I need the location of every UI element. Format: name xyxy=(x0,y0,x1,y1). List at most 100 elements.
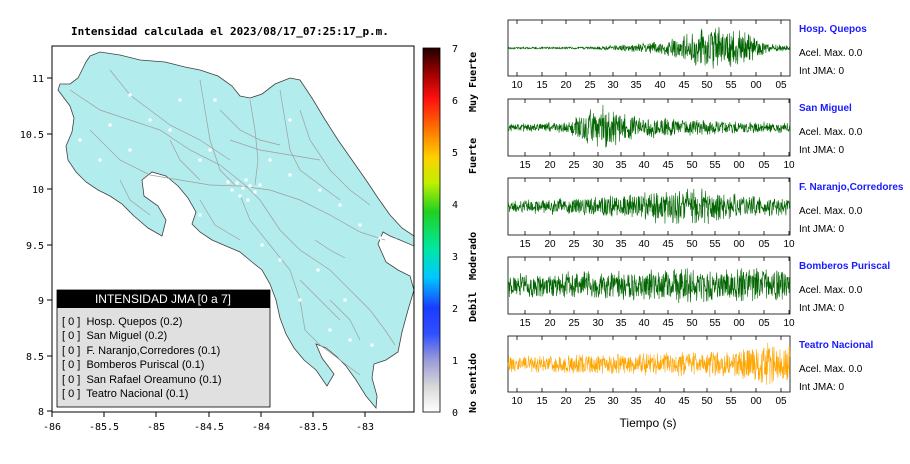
time-tick-label: 10 xyxy=(783,318,795,329)
time-tick-label: 10 xyxy=(783,160,795,171)
map-x-axis: -86 -85.5 -85 -84.5 -84 -83.5 -83 xyxy=(43,412,374,433)
map-y-tick-label: 9 xyxy=(38,296,44,307)
station-marker xyxy=(278,258,282,262)
time-tick-label: 55 xyxy=(725,396,737,407)
waveform-panels: 10 15 20 25 30 35 40 45 50 55 00 05 Hosp. Quepos Acel… xyxy=(507,19,904,407)
station-acceleration: Acel. Max. 0.0 xyxy=(799,127,863,138)
time-tick-label: 20 xyxy=(544,160,556,171)
station-name: Teatro Nacional xyxy=(799,340,873,351)
station-marker xyxy=(288,118,292,122)
time-tick-label: 40 xyxy=(654,396,666,407)
time-tick-label: 30 xyxy=(607,396,619,407)
map-y-tick-label: 10 xyxy=(32,185,44,196)
time-tick-label: 00 xyxy=(750,396,762,407)
station-marker xyxy=(168,128,172,132)
station-marker xyxy=(318,188,322,192)
time-tick-label: 20 xyxy=(544,318,556,329)
waveform-panel: 15 20 25 30 35 40 45 50 55 00 05 10 F. Naranjo,Corre… xyxy=(507,177,904,250)
legend-item: [ 0 ] San Rafael Oreamuno (0.1) xyxy=(62,374,222,386)
map-y-tick-label: 10.5 xyxy=(20,130,44,141)
waveform-line xyxy=(507,188,791,225)
station-marker xyxy=(198,158,202,162)
station-marker xyxy=(238,194,242,198)
station-marker xyxy=(246,198,250,202)
time-tick-label: 10 xyxy=(783,239,795,250)
time-tick-label: 00 xyxy=(750,80,762,91)
map-x-tick-label: -86 xyxy=(43,422,61,433)
station-marker xyxy=(230,188,234,192)
colorbar-tick: 0 xyxy=(452,408,458,419)
time-tick-label: 50 xyxy=(686,318,698,329)
map-x-tick-label: -83 xyxy=(356,422,374,433)
map-y-axis: 11 10.5 10 9.5 9 8.5 8 xyxy=(20,74,52,418)
map-panel: -86 -85.5 -85 -84.5 -84 -83.5 -83 11 10.… xyxy=(20,45,415,433)
waveform-panel: 15 20 25 30 35 40 45 50 55 00 05 10 San Miguel Acel. … xyxy=(507,98,863,171)
map-x-tick-label: -85 xyxy=(147,422,165,433)
legend-header xyxy=(57,290,270,308)
station-marker xyxy=(393,238,397,242)
station-marker xyxy=(78,138,82,142)
waveform-line xyxy=(507,268,791,304)
colorbar-tick: 1 xyxy=(452,356,458,367)
time-tick-label: 40 xyxy=(654,80,666,91)
station-marker xyxy=(288,173,292,177)
station-marker xyxy=(260,243,264,247)
legend-item: [ 0 ] Teatro Nacional (0.1) xyxy=(62,388,188,400)
station-marker xyxy=(298,298,302,302)
time-tick-label: 05 xyxy=(758,160,770,171)
time-tick-label: 15 xyxy=(519,160,531,171)
station-name: San Miguel xyxy=(799,103,852,114)
time-tick-label: 45 xyxy=(678,80,690,91)
station-marker xyxy=(98,158,102,162)
waveform-panel: 10 15 20 25 30 35 40 45 50 55 00 05 Hosp. Quepos Acel… xyxy=(507,19,867,91)
station-marker xyxy=(268,158,272,162)
time-tick-label: 50 xyxy=(701,396,713,407)
station-intensity: Int JMA: 0 xyxy=(799,145,844,156)
map-x-tick-label: -85.5 xyxy=(89,422,119,433)
station-name: F. Naranjo,Corredores xyxy=(799,182,904,193)
station-name: Hosp. Quepos xyxy=(799,24,867,35)
time-tick-label: 45 xyxy=(662,160,674,171)
station-marker xyxy=(128,93,132,97)
colorbar-tick: 7 xyxy=(452,44,458,55)
legend-item: [ 0 ] Hosp. Quepos (0.2) xyxy=(62,316,182,328)
time-tick-label: 35 xyxy=(615,239,627,250)
colorbar-category-label: Moderado xyxy=(468,232,479,280)
station-marker xyxy=(348,338,352,342)
station-marker xyxy=(108,123,112,127)
station-markers xyxy=(78,93,397,347)
waveform-panel: 10 15 20 25 30 35 40 45 50 55 00 05 Teatro Nacional A… xyxy=(507,335,873,407)
time-tick-label: 35 xyxy=(630,396,642,407)
time-tick-label: 55 xyxy=(709,318,721,329)
time-tick-label: 35 xyxy=(615,318,627,329)
time-tick-label: 30 xyxy=(592,239,604,250)
station-marker xyxy=(370,343,374,347)
intensity-legend: INTENSIDAD JMA [0 a 7] [ 0 ] Hosp. Quepo… xyxy=(56,289,271,408)
time-tick-label: 00 xyxy=(733,318,745,329)
time-tick-label: 45 xyxy=(662,318,674,329)
station-intensity: Int JMA: 0 xyxy=(799,224,844,235)
time-tick-label: 50 xyxy=(686,239,698,250)
station-marker xyxy=(383,248,387,252)
station-marker xyxy=(163,203,167,207)
station-marker xyxy=(253,190,257,194)
station-marker xyxy=(148,118,152,122)
station-marker xyxy=(258,183,262,187)
time-tick-label: 30 xyxy=(592,160,604,171)
time-tick-label: 25 xyxy=(568,160,580,171)
station-marker xyxy=(235,181,239,185)
colorbar-tick: 2 xyxy=(452,304,458,315)
time-tick-label: 45 xyxy=(662,239,674,250)
time-tick-label: 35 xyxy=(615,160,627,171)
time-tick-label: 50 xyxy=(686,160,698,171)
time-tick-label: 15 xyxy=(519,239,531,250)
station-acceleration: Acel. Max. 0.0 xyxy=(799,206,863,217)
colorbar-tick: 5 xyxy=(452,148,458,159)
legend-item: [ 0 ] Bomberos Puriscal (0.1) xyxy=(62,359,204,371)
colorbar-gradient xyxy=(422,47,441,413)
station-marker xyxy=(328,328,332,332)
station-marker xyxy=(226,180,230,184)
waveform-line xyxy=(507,342,791,385)
colorbar-category-label: Debil xyxy=(467,292,479,322)
station-acceleration: Acel. Max. 0.0 xyxy=(799,48,863,59)
